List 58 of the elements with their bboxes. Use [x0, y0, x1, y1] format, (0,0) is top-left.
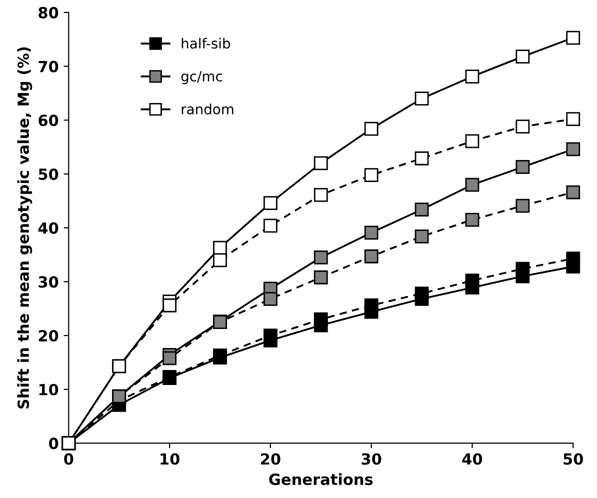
point [314, 250, 328, 264]
point [516, 160, 530, 174]
y-tick-label: 70 [38, 60, 58, 72]
x-tick-label: 20 [261, 453, 280, 465]
y-tick-label: 40 [38, 222, 58, 234]
x-tick-label: 10 [160, 453, 180, 465]
point [314, 312, 328, 326]
point [465, 212, 480, 227]
point [364, 168, 378, 182]
point [213, 348, 227, 362]
point [314, 188, 328, 202]
point [263, 218, 278, 233]
y-tick-label: 60 [38, 114, 58, 126]
point [364, 298, 378, 312]
y-tick-label: 30 [38, 276, 58, 288]
point [566, 252, 580, 266]
point [414, 202, 429, 216]
point [516, 120, 530, 134]
y-tick-label: 10 [39, 384, 58, 396]
point [364, 249, 378, 264]
point [516, 198, 530, 213]
legend-label: half-sib [182, 38, 230, 49]
point [465, 178, 480, 192]
y-tick-label: 20 [38, 330, 58, 342]
point [566, 112, 580, 126]
x-tick-label: 0 [64, 453, 74, 465]
point [566, 185, 580, 200]
y-tick-label: 0 [49, 438, 58, 450]
point [314, 156, 328, 170]
point [364, 122, 378, 136]
point [516, 50, 530, 64]
x-tick-label: 50 [564, 453, 584, 465]
legend-label: random [182, 104, 234, 114]
point [566, 30, 580, 45]
y-tick-label: 50 [38, 168, 58, 180]
point [566, 142, 580, 156]
point [465, 274, 480, 288]
point [162, 298, 176, 312]
point [516, 262, 530, 276]
x-tick-label: 40 [462, 453, 482, 465]
point [414, 286, 429, 300]
point [263, 292, 278, 306]
x-axis-title: Generations [269, 473, 373, 486]
legend-label: gc/mc [181, 71, 222, 84]
point [314, 270, 328, 284]
point [263, 196, 278, 210]
x-tick-label: 30 [362, 453, 382, 465]
point [414, 92, 429, 106]
point [465, 134, 480, 148]
point [465, 70, 480, 84]
point [364, 226, 378, 240]
point [213, 253, 227, 268]
point [263, 328, 278, 342]
point [162, 351, 176, 366]
y-axis-title: Shift in the mean genotypic value, Mg (%) [17, 47, 32, 409]
point [414, 151, 429, 166]
y-tick-label: 80 [38, 6, 58, 18]
point [414, 230, 429, 244]
